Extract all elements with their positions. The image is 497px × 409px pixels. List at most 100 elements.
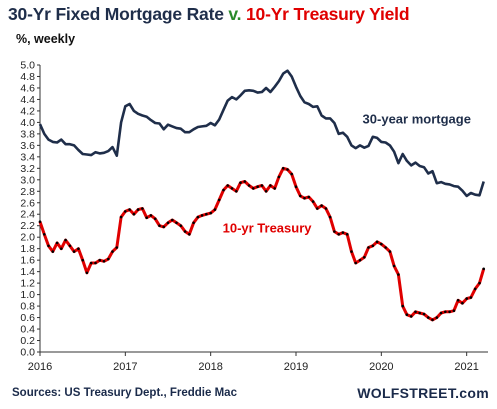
x-tick-label: 2016 (28, 361, 52, 373)
data-point-10-yr-treasury (414, 310, 417, 314)
data-point-10-yr-treasury (345, 233, 349, 236)
data-point-10-yr-treasury (337, 233, 341, 236)
data-point-10-yr-treasury (482, 267, 486, 271)
data-point-10-yr-treasury (422, 312, 426, 316)
data-point-10-yr-treasury (264, 190, 268, 193)
data-point-10-yr-treasury (153, 217, 157, 221)
y-tick-label: 1.8 (20, 243, 35, 255)
data-point-10-yr-treasury (290, 172, 294, 176)
data-point-10-yr-treasury (358, 258, 362, 262)
data-point-10-yr-treasury (384, 246, 387, 249)
data-point-10-yr-treasury (230, 187, 234, 190)
y-tick-label: 3.0 (20, 174, 35, 186)
data-point-10-yr-treasury (107, 257, 110, 261)
x-tick-label: 2018 (198, 361, 222, 373)
data-point-10-yr-treasury (405, 313, 409, 317)
data-point-10-yr-treasury (98, 258, 101, 262)
y-tick-label: 1.2 (20, 278, 35, 290)
series-layer (38, 69, 486, 322)
data-point-10-yr-treasury (316, 207, 319, 210)
data-point-10-yr-treasury (192, 221, 195, 225)
y-tick-label: 1.4 (20, 266, 35, 278)
data-point-10-yr-treasury (452, 309, 456, 313)
data-point-10-yr-treasury (51, 250, 55, 253)
data-point-10-yr-treasury (375, 240, 379, 244)
brand-logo: WOLFSTREET.com (357, 385, 489, 401)
annotation-10-yr-treasury: 10-yr Treasury (223, 221, 313, 236)
y-tick-label: 0.2 (20, 335, 35, 347)
data-point-10-yr-treasury (363, 255, 366, 259)
data-point-10-yr-treasury (247, 184, 251, 187)
data-point-10-yr-treasury (392, 264, 396, 268)
y-tick-label: 0.0 (20, 347, 35, 359)
y-tick-label: 2.8 (20, 186, 35, 198)
y-tick-label: 2.0 (20, 232, 35, 244)
data-point-10-yr-treasury (294, 185, 298, 188)
data-point-10-yr-treasury (68, 244, 72, 248)
data-point-10-yr-treasury (256, 185, 259, 188)
y-tick-label: 0.8 (20, 301, 35, 313)
x-tick-label: 2021 (454, 361, 478, 373)
data-point-10-yr-treasury (478, 281, 481, 285)
data-point-10-yr-treasury (124, 210, 127, 213)
y-tick-label: 4.4 (20, 94, 35, 106)
data-point-10-yr-treasury (141, 207, 144, 210)
title-mortgage: 30-Yr Fixed Mortgage Rate (8, 4, 224, 24)
data-point-10-yr-treasury (461, 301, 464, 305)
data-point-10-yr-treasury (209, 211, 212, 215)
data-point-10-yr-treasury (333, 230, 336, 233)
data-point-10-yr-treasury (200, 214, 204, 217)
data-point-10-yr-treasury (166, 221, 170, 225)
y-tick-label: 4.6 (20, 82, 35, 94)
data-point-10-yr-treasury (303, 196, 306, 200)
y-tick-label: 0.6 (20, 312, 35, 324)
data-point-10-yr-treasury (132, 212, 136, 216)
data-point-10-yr-treasury (273, 187, 277, 190)
y-tick-label: 4.2 (20, 105, 35, 117)
data-point-10-yr-treasury (188, 233, 191, 236)
data-point-10-yr-treasury (281, 167, 285, 170)
x-tick-label: 2019 (284, 361, 308, 373)
data-point-10-yr-treasury (456, 299, 460, 302)
chart-subtitle: %, weekly (16, 32, 76, 46)
data-point-10-yr-treasury (145, 216, 148, 219)
data-point-10-yr-treasury (38, 220, 42, 223)
data-point-10-yr-treasury (401, 304, 405, 308)
series-line-30-year-mortgage (38, 69, 485, 198)
data-point-10-yr-treasury (388, 250, 392, 253)
data-point-10-yr-treasury (435, 316, 439, 319)
data-point-10-yr-treasury (473, 287, 477, 291)
data-point-10-yr-treasury (47, 244, 50, 248)
data-point-10-yr-treasury (111, 250, 114, 253)
data-point-10-yr-treasury (175, 221, 178, 225)
annotation-30-year-mortgage: 30-year mortgage (363, 112, 471, 127)
data-point-10-yr-treasury (354, 261, 358, 265)
title-versus: v. (228, 4, 242, 24)
data-point-10-yr-treasury (102, 260, 106, 263)
data-point-10-yr-treasury (235, 190, 238, 193)
data-point-10-yr-treasury (260, 184, 264, 187)
data-point-10-yr-treasury (252, 187, 255, 190)
data-point-10-yr-treasury (226, 184, 229, 187)
data-point-10-yr-treasury (72, 250, 76, 253)
y-tick-label: 1.0 (20, 289, 35, 301)
data-point-10-yr-treasury (149, 214, 153, 217)
y-ticks: 0.00.20.40.60.81.01.21.41.61.82.02.22.42… (20, 60, 40, 359)
data-point-10-yr-treasury (324, 207, 328, 210)
data-point-10-yr-treasury (418, 311, 422, 315)
data-point-10-yr-treasury (43, 233, 46, 236)
data-point-10-yr-treasury (431, 318, 434, 322)
data-point-10-yr-treasury (115, 246, 119, 249)
data-point-10-yr-treasury (427, 316, 430, 319)
data-point-10-yr-treasury (119, 215, 123, 219)
data-point-10-yr-treasury (77, 247, 80, 250)
y-tick-label: 0.4 (20, 324, 35, 336)
x-tick-label: 2020 (369, 361, 393, 373)
data-point-10-yr-treasury (380, 242, 383, 246)
data-point-10-yr-treasury (277, 175, 281, 179)
data-point-10-yr-treasury (60, 247, 63, 250)
y-tick-label: 3.4 (20, 151, 35, 163)
data-point-10-yr-treasury (367, 246, 370, 249)
data-point-10-yr-treasury (320, 204, 323, 207)
data-point-10-yr-treasury (341, 231, 345, 234)
